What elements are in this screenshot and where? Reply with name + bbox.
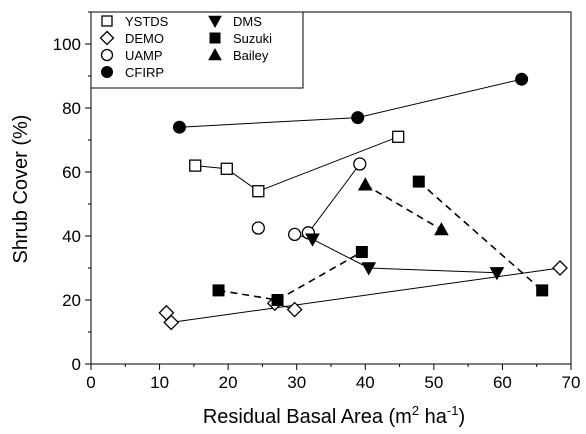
x-tick-label: 50	[424, 373, 443, 392]
series-line-suzuki	[277, 251, 363, 301]
data-point-bailey	[357, 177, 373, 191]
data-point-suzuki	[212, 284, 225, 297]
series-line-uamp	[307, 163, 361, 234]
y-tick-label: 60	[62, 163, 81, 182]
series-line-ystds	[258, 136, 399, 192]
legend-box	[90, 11, 304, 89]
legend-marker-cfirp	[101, 66, 113, 78]
data-point-dms	[361, 262, 377, 276]
legend-marker-demo	[99, 30, 115, 46]
data-point-cfirp	[172, 120, 186, 134]
series-line-cfirp	[357, 78, 522, 119]
y-tick-label: 100	[53, 35, 81, 54]
series-line-bailey	[364, 184, 442, 231]
x-tick-label: 0	[86, 373, 95, 392]
data-point-demo	[286, 301, 303, 318]
data-point-ystds	[189, 159, 202, 172]
data-point-bailey	[434, 222, 449, 236]
x-tick-label: 60	[493, 373, 512, 392]
data-point-suzuki	[271, 294, 284, 306]
legend-label-suzuki: Suzuki	[233, 31, 272, 46]
legend-marker-uamp	[100, 48, 114, 62]
data-point-suzuki	[536, 284, 549, 297]
legend-marker-ystds	[101, 15, 113, 27]
data-point-dms	[489, 267, 505, 281]
y-axis-label: Shrub Cover (%)	[10, 115, 32, 264]
series-line-dms	[368, 267, 497, 274]
legend-label-uamp: UAMP	[125, 48, 163, 63]
legend-label-dms: DMS	[233, 14, 262, 29]
data-point-demo	[163, 314, 180, 331]
legend-label-cfirp: CFIRP	[125, 65, 164, 80]
series-line-dms	[312, 238, 369, 269]
legend-marker-bailey	[208, 47, 222, 61]
x-tick-label: 40	[356, 373, 375, 392]
series-line-suzuki	[418, 180, 543, 292]
y-tick-label: 20	[62, 291, 81, 310]
data-point-demo	[552, 260, 568, 276]
x-tick-label: 30	[287, 373, 306, 392]
data-point-ystds	[392, 130, 405, 143]
series-line-suzuki	[218, 289, 278, 301]
x-axis-label: Residual Basal Area (m2 ha-1)	[203, 403, 465, 428]
series-markers	[158, 72, 568, 331]
y-tick-label: 40	[62, 227, 81, 246]
data-point-ystds	[220, 162, 233, 175]
legend-label-ystds: YSTDS	[125, 14, 169, 29]
data-point-cfirp	[515, 72, 529, 86]
y-tick-label: 80	[62, 99, 81, 118]
data-point-ystds	[252, 185, 265, 198]
x-tick-label: 10	[150, 373, 169, 392]
data-point-suzuki	[355, 246, 368, 258]
legend-marker-dms	[208, 15, 222, 29]
legend: YSTDS DEMO UAMP CFIRP DMS Suzuki Bailey	[90, 11, 304, 89]
legend-marker-suzuki	[209, 32, 221, 44]
x-tick-label: 70	[562, 373, 581, 392]
series-lines	[165, 78, 561, 323]
axes: 0 10 20 30 40 50 60 70 0 20 40 60 80 100	[53, 11, 581, 392]
x-tick-label: 20	[219, 373, 238, 392]
data-point-dms	[305, 233, 320, 247]
legend-label-bailey: Bailey	[233, 48, 269, 63]
data-point-uamp	[251, 221, 265, 235]
data-point-cfirp	[351, 111, 365, 125]
legend-label-demo: DEMO	[125, 31, 164, 46]
series-line-cfirp	[179, 117, 358, 128]
y-tick-label: 0	[72, 355, 81, 374]
data-point-suzuki	[412, 175, 425, 188]
data-point-uamp	[288, 227, 302, 242]
data-point-uamp	[353, 157, 367, 171]
